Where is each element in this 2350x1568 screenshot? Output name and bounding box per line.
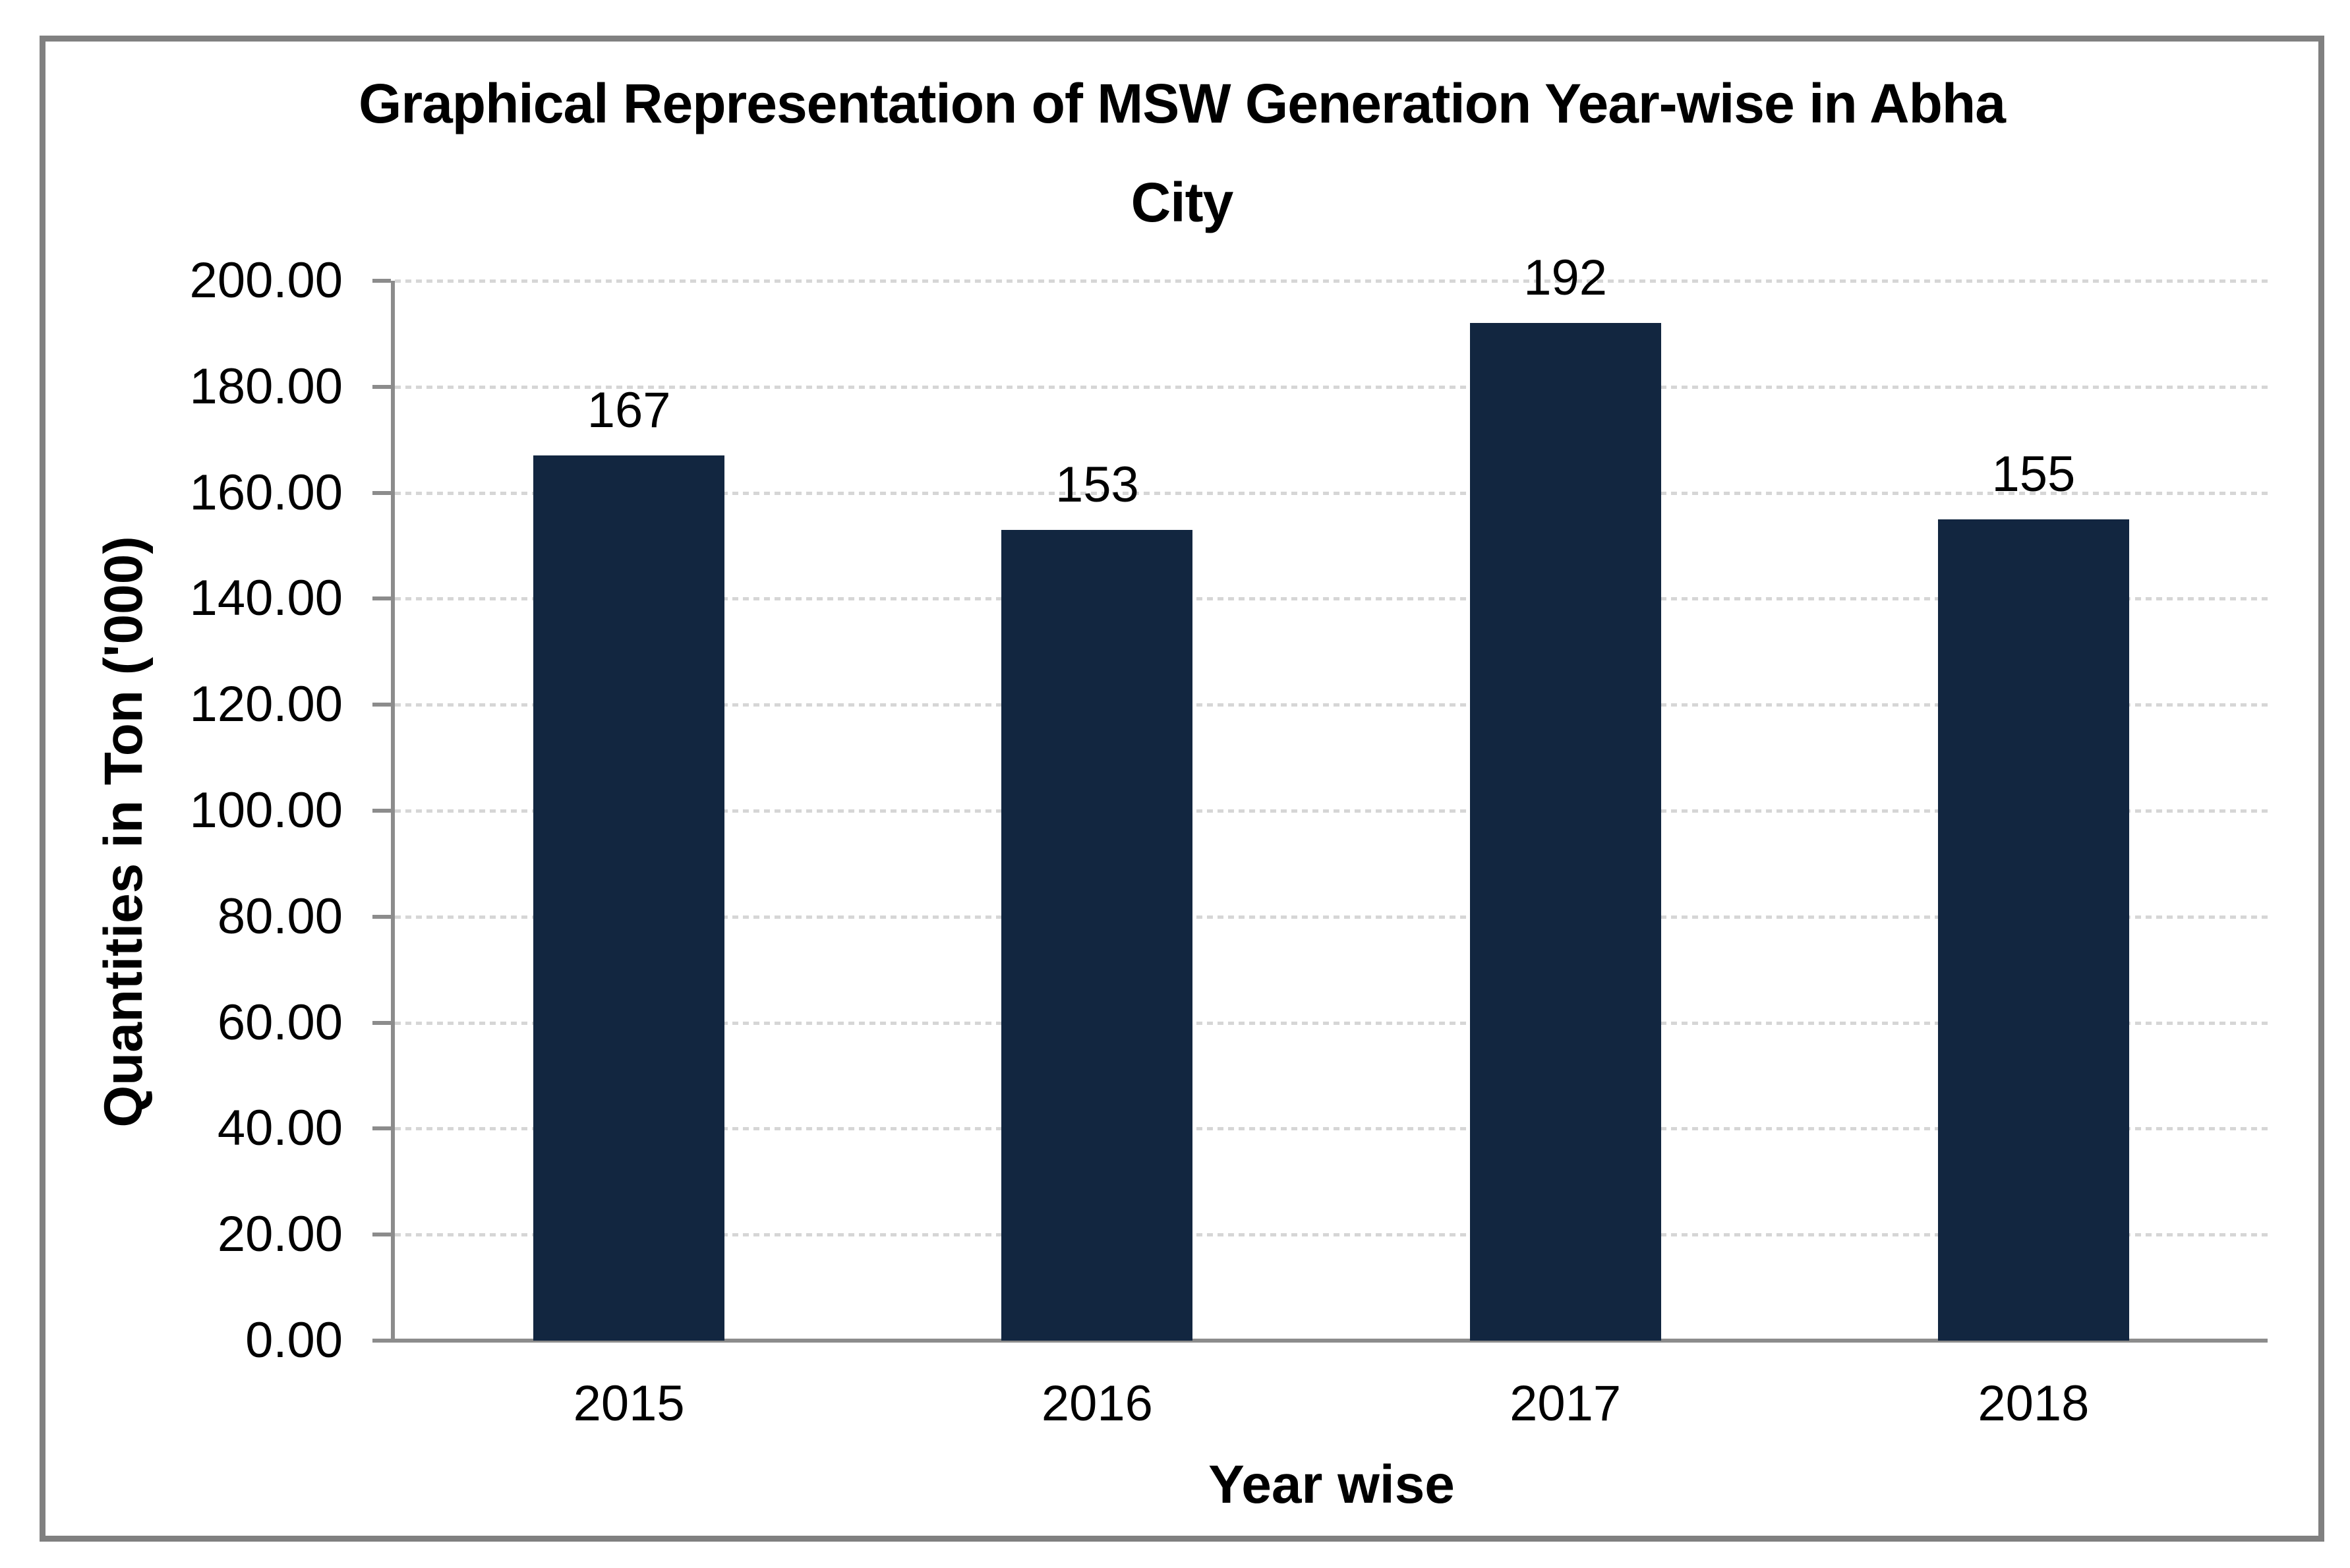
y-tick-180.00 [372,384,391,389]
y-tick-label-200.00: 200.00 [189,252,343,308]
bar-value-label-2016: 153 [1055,456,1139,513]
y-tick-label-40.00: 40.00 [217,1100,343,1157]
x-tick-label-2016: 2016 [1041,1376,1153,1432]
chart-title-line-2: City [1131,171,1234,233]
gridline-200.00 [395,279,2268,283]
y-tick-label-100.00: 100.00 [189,782,343,838]
bar-2018 [1937,519,2129,1341]
bar-value-label-2018: 155 [1991,446,2076,502]
x-tick-label-2017: 2017 [1510,1376,1622,1432]
y-tick-label-80.00: 80.00 [217,888,343,944]
chart-title: Graphical Representation of MSW Generati… [40,54,2324,252]
y-tick-label-60.00: 60.00 [217,994,343,1051]
y-tick-80.00 [372,914,391,919]
y-axis-line [391,281,395,1341]
y-tick-160.00 [372,490,391,495]
gridline-140.00 [395,597,2268,601]
x-axis-line [372,1339,2268,1343]
bar-value-label-2017: 192 [1523,250,1608,306]
gridline-40.00 [395,1127,2268,1131]
y-tick-20.00 [372,1233,391,1237]
chart-title-line-1: Graphical Representation of MSW Generati… [359,73,2006,134]
y-tick-label-160.00: 160.00 [189,464,343,521]
bar-2015 [533,455,725,1341]
x-axis-title: Year wise [1208,1455,1455,1515]
y-tick-label-140.00: 140.00 [189,570,343,627]
bar-value-label-2015: 167 [587,382,671,439]
gridline-180.00 [395,385,2268,389]
y-tick-label-20.00: 20.00 [217,1206,343,1263]
gridline-80.00 [395,915,2268,919]
gridline-160.00 [395,491,2268,495]
gridline-60.00 [395,1021,2268,1025]
y-tick-100.00 [372,809,391,813]
y-tick-140.00 [372,596,391,601]
gridline-20.00 [395,1233,2268,1237]
x-tick-label-2018: 2018 [1978,1376,2090,1432]
gridline-120.00 [395,703,2268,707]
y-tick-60.00 [372,1020,391,1025]
x-tick-label-2015: 2015 [573,1376,685,1432]
y-tick-label-180.00: 180.00 [189,358,343,415]
y-tick-label-0.00: 0.00 [245,1312,343,1368]
bar-2016 [1001,529,1193,1341]
bar-2017 [1469,323,1661,1341]
y-tick-120.00 [372,703,391,707]
y-tick-40.00 [372,1126,391,1131]
gridline-100.00 [395,809,2268,813]
y-tick-label-120.00: 120.00 [189,676,343,733]
y-tick-200.00 [372,279,391,283]
